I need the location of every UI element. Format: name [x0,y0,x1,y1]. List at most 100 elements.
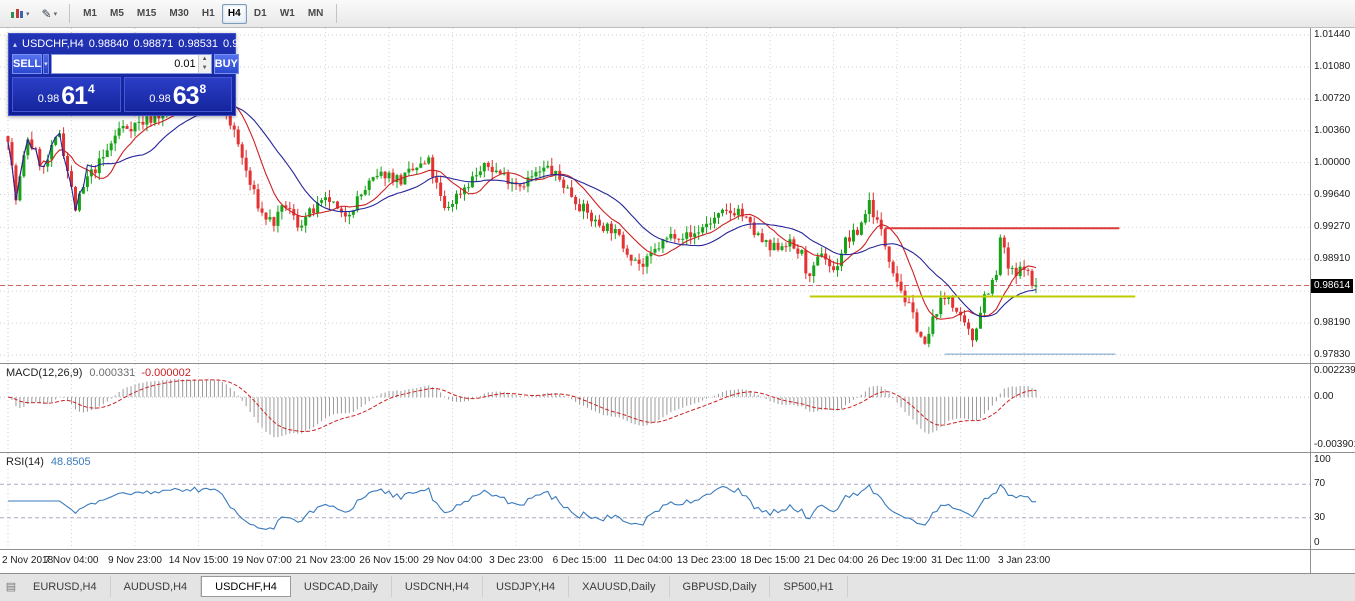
chart-type-icon [11,8,23,18]
chart-tab-eurusd-h4[interactable]: EURUSD,H4 [20,576,111,597]
timeframe-button-m5[interactable]: M5 [110,8,124,19]
symbol-ohlc-header: ▴ USDCHF,H4 0.98840 0.98871 0.98531 0.98… [12,37,263,54]
chart-tab-usdchf-h4[interactable]: USDCHF,H4 [201,576,291,597]
macd-signal-value: -0.000002 [141,367,191,379]
chart-area[interactable]: ▴ USDCHF,H4 0.98840 0.98871 0.98531 0.98… [0,28,1355,573]
ohlc-open: 0.98840 [88,38,129,50]
buy-button[interactable]: BUY [213,54,239,74]
chart-tab-audusd-h4[interactable]: AUDUSD,H4 [111,576,202,597]
time-axis-label: 14 Nov 15:00 [168,555,229,566]
pencil-icon: ✎ [41,6,52,21]
current-price-badge: 0.98614 [1311,278,1354,293]
volume-dropdown-icon[interactable]: ▾ [43,54,49,74]
axis-label: 0.98190 [1314,317,1351,329]
timeframe-button-m30[interactable]: M30 [169,8,189,19]
axis-label: 0.97830 [1314,349,1351,360]
axis-label: 0.002239 [1314,365,1355,376]
chevron-down-icon: ▾ [53,10,58,18]
time-axis-label: 9 Nov 23:00 [108,555,162,566]
rsi-line [8,483,1037,530]
time-axis-label: 3 Jan 23:00 [997,555,1051,566]
axis-label: 0.99640 [1314,188,1351,200]
chevron-down-icon: ▾ [26,10,30,18]
chart-tab-sp500-h1[interactable]: SP500,H1 [770,576,848,597]
draw-tools-button[interactable]: ✎ ▾ [37,3,63,24]
chart-tabs: EURUSD,H4 AUDUSD,H4 USDCHF,H4 USDCAD,Daily U… [20,576,848,597]
volume-up-icon[interactable]: ▲ [201,56,208,62]
chart-tabs-bar: ▤ EURUSD,H4 AUDUSD,H4 USDCHF,H4 USDCAD,Dail… [0,573,1355,601]
toolbar: ▾ ✎ ▾ M1 M5 M15 M30 H1 H4 D1 W1 MN [0,0,1355,28]
axis-label: 1.00000 [1314,156,1351,168]
timeframe-button-mn[interactable]: MN [307,8,324,19]
toolbar-separator [69,4,71,23]
axis-label: 0 [1314,537,1320,548]
time-axis-label: 21 Dec 04:00 [803,555,864,566]
rsi-panel[interactable]: RSI(14) 48.8505 [0,453,1310,549]
time-axis-label: 29 Nov 04:00 [422,555,483,566]
buy-price-pips: 63 [172,82,200,110]
time-axis-label: 7 Nov 04:00 [44,555,99,566]
rsi-label: RSI(14) 48.8505 [6,456,91,468]
macd-chart-canvas[interactable] [0,364,1310,452]
one-click-trading-panel: ▴ USDCHF,H4 0.98840 0.98871 0.98531 0.98… [8,33,263,116]
sell-price-point: 4 [88,82,95,96]
ohlc-low: 0.98531 [178,38,219,50]
timeframe-group: M1 M5 M15 M30 H1 H4 D1 W1 MN [77,3,329,24]
timeframe-button-m1[interactable]: M1 [83,8,97,19]
sell-price-pips: 61 [61,82,88,110]
rsi-value: 48.8505 [50,456,91,468]
time-axis-label: 26 Nov 15:00 [359,555,419,566]
macd-panel[interactable]: MACD(12,26,9) 0.000331 -0.000002 [0,364,1310,452]
macd-main-value: 0.000331 [89,367,136,379]
rsi-chart-canvas[interactable] [0,453,1310,549]
macd-label: MACD(12,26,9) 0.000331 -0.000002 [6,367,191,379]
ohlc-close: 0.98614 [223,38,263,50]
macd-histogram [11,378,1037,438]
axis-label: 100 [1314,454,1331,465]
timeframe-button-h4[interactable]: H4 [221,3,247,24]
candles-group [6,87,1038,348]
timeframe-button-h1[interactable]: H1 [201,8,215,19]
axis-label: 1.01440 [1314,29,1351,40]
chart-tab-usdjpy-h4[interactable]: USDJPY,H4 [483,576,570,597]
time-axis-label: 26 Dec 19:00 [867,555,927,566]
main-chart-panel[interactable]: ▴ USDCHF,H4 0.98840 0.98871 0.98531 0.98… [0,28,1310,363]
timeframe-button-m15[interactable]: M15 [136,8,157,19]
sell-price[interactable]: 0.98 61 4 [12,77,121,112]
toolbar-separator [336,4,338,23]
chart-window-button[interactable]: ▾ [5,3,35,24]
time-axis-label: 13 Dec 23:00 [676,555,737,566]
buy-price[interactable]: 0.98 63 8 [123,77,232,112]
chart-tab-gbpusd-daily[interactable]: GBPUSD,Daily [670,576,771,597]
buy-price-point: 8 [199,82,207,96]
volume-down-icon[interactable]: ▼ [201,65,208,71]
axis-label: 1.00360 [1314,124,1351,136]
ma-slow-line [7,105,1037,318]
timeframe-button-d1[interactable]: D1 [253,8,267,19]
time-axis-label: 19 Nov 07:00 [232,555,292,566]
sell-button[interactable]: SELL [12,54,43,74]
axis-label: 0.99270 [1314,221,1351,233]
volume-box: ▲ ▼ [50,54,212,74]
time-axis-label: 2 Nov 2018 [2,555,54,566]
time-axis-label: 21 Nov 23:00 [295,555,356,566]
tab-list-icon[interactable]: ▤ [5,580,17,593]
volume-spinner: ▲ ▼ [197,55,211,73]
axis-label: 30 [1314,511,1326,523]
candlestick-chart-canvas[interactable] [0,28,1310,363]
symbol-label: USDCHF,H4 [22,38,84,50]
axis-label: 1.01080 [1314,60,1351,72]
chart-tab-xauusd-daily[interactable]: XAUUSD,Daily [569,576,670,597]
chart-tab-usdcad-daily[interactable]: USDCAD,Daily [291,576,392,597]
price-axis[interactable]: 1.01440 1.01080 1.00720 1.00360 1.00000 0.996… [1310,28,1355,573]
buy-price-prefix: 0.98 [149,93,171,105]
panel-separator[interactable] [0,549,1355,550]
panel-separator[interactable] [0,452,1355,453]
timeframe-button-w1[interactable]: W1 [279,8,295,19]
collapse-panel-icon[interactable]: ▴ [13,39,18,49]
volume-input[interactable] [51,55,198,73]
time-axis-label: 18 Dec 15:00 [740,555,800,566]
time-axis: 2 Nov 2018 7 Nov 04:00 9 Nov 23:00 14 Nov 1… [0,550,1310,573]
panel-separator[interactable] [0,363,1355,364]
chart-tab-usdcnh-h4[interactable]: USDCNH,H4 [392,576,484,597]
